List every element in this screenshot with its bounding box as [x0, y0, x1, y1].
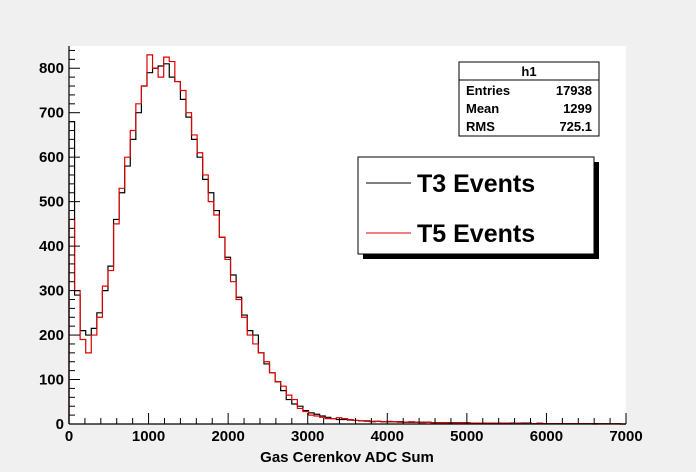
x-tick-label: 2000 [211, 428, 244, 445]
legend-label-t3: T3 Events [417, 170, 535, 198]
x-tick-label: 7000 [609, 428, 642, 445]
y-tick-label: 200 [39, 327, 64, 344]
x-tick-label: 6000 [530, 428, 563, 445]
stats-label-mean: Mean [466, 101, 499, 116]
legend-frame [357, 156, 595, 255]
stats-value-rms: 725.1 [559, 119, 592, 134]
stats-value-mean: 1299 [563, 101, 592, 116]
x-tick-label: 4000 [371, 428, 404, 445]
stats-box-title: h1 [521, 64, 536, 79]
axes-layer [68, 46, 626, 425]
series-layer [68, 54, 626, 425]
x-tick-label: 1000 [132, 428, 165, 445]
stats-label-entries: Entries [466, 83, 510, 98]
y-tick-label: 800 [39, 60, 64, 77]
ticks-layer: 0 1000 2000 3000 4000 5000 6000 7000 0 100 200 300 4… [39, 49, 643, 445]
x-tick-label: 3000 [291, 428, 324, 445]
legend: T3 Events T5 Events [357, 156, 599, 259]
stats-box-frame [458, 61, 600, 137]
legend-label-t5: T5 Events [417, 220, 535, 248]
x-tick-label: 0 [65, 428, 73, 445]
stats-label-rms: RMS [466, 119, 495, 134]
x-axis-title: Gas Cerenkov ADC Sum [260, 449, 434, 466]
stats-value-entries: 17938 [556, 83, 592, 98]
y-tick-label: 400 [39, 238, 64, 255]
y-tick-label: 700 [39, 105, 64, 122]
y-tick-label: 300 [39, 283, 64, 300]
series-line-t5 [68, 54, 626, 425]
stats-box: h1 Entries 17938 Mean 1299 RMS 725.1 [458, 61, 600, 137]
y-tick-label: 0 [56, 416, 64, 433]
y-tick-label: 500 [39, 194, 64, 211]
y-tick-label: 100 [39, 372, 64, 389]
x-tick-label: 5000 [450, 428, 483, 445]
y-tick-label: 600 [39, 149, 64, 166]
